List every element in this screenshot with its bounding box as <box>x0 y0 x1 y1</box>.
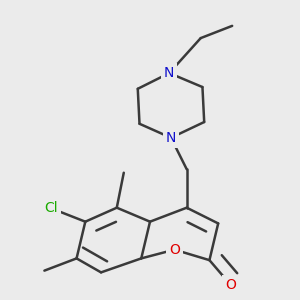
Text: Cl: Cl <box>45 201 58 215</box>
Text: N: N <box>166 131 176 145</box>
Text: O: O <box>169 243 180 257</box>
Text: N: N <box>164 66 174 80</box>
Text: O: O <box>225 278 236 292</box>
